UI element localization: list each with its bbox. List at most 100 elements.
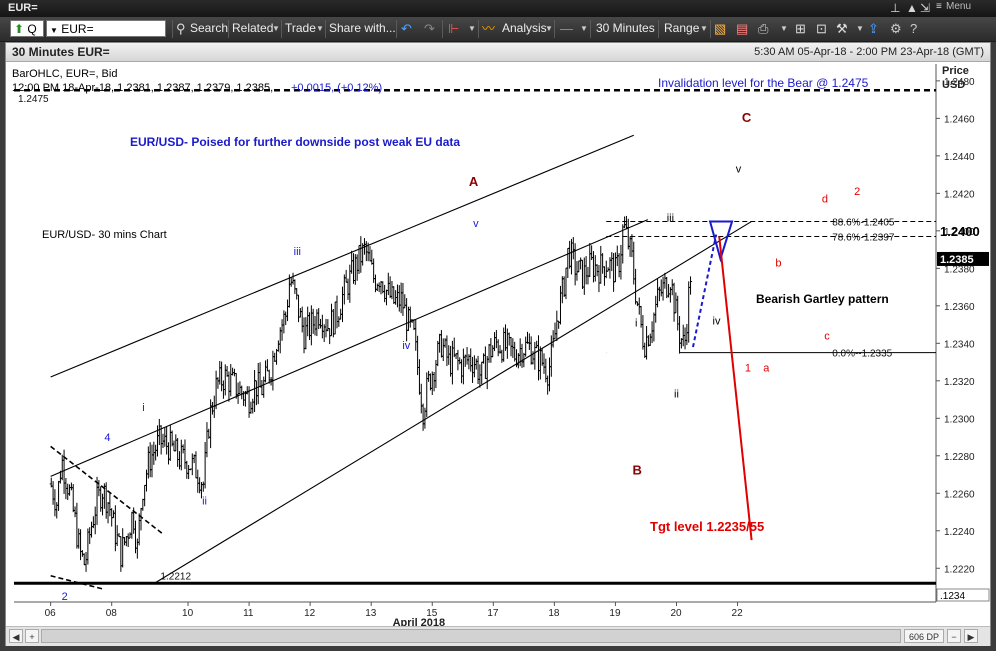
- chart-header-title: 30 Minutes EUR=: [12, 45, 110, 59]
- undo-icon[interactable]: ↶: [401, 21, 412, 36]
- maximize-icon[interactable]: ▲: [906, 1, 918, 15]
- interval-select[interactable]: 30 Minutes: [596, 21, 655, 35]
- zoom-out-icon[interactable]: −: [947, 629, 961, 643]
- popout-icon[interactable]: ⇲: [920, 1, 931, 15]
- wave-label: ii: [674, 389, 679, 401]
- wave-label: ii: [202, 496, 207, 508]
- chart-header: 30 Minutes EUR= 5:30 AM 05-Apr-18 - 2:00…: [6, 43, 990, 62]
- series-change: +0.0015, (+0.12%): [291, 82, 382, 94]
- time-scrollbar[interactable]: [41, 629, 901, 643]
- related-button[interactable]: Related: [232, 21, 274, 35]
- level-label: 78.6%-1.2397: [832, 232, 895, 243]
- menu-button[interactable]: Menu: [946, 1, 972, 12]
- toolbar: ⬆ Q ▼ EUR= ⚲ Search Related ▼ Trade ▼ Sh…: [0, 17, 996, 42]
- x-tick-label: 08: [106, 608, 118, 619]
- settings-icon[interactable]: ⚙: [890, 21, 902, 36]
- wave-label: d: [822, 194, 828, 206]
- divider: [710, 20, 711, 38]
- divider: [281, 20, 282, 38]
- corner-label-box: [936, 588, 990, 602]
- invalidation-note: Invalidation level for the Bear @ 1.2475: [658, 76, 869, 90]
- corner-price-label: .1234: [940, 591, 965, 602]
- wave-label: i: [635, 317, 637, 329]
- pin-icon[interactable]: ⊥: [890, 1, 901, 15]
- analysis-button[interactable]: Analysis: [502, 21, 547, 35]
- divider: [442, 20, 443, 38]
- price-chart[interactable]: Price USD 1.2220 1.2240 1.2260 1.2280 1.2300 1.…: [6, 62, 990, 626]
- trade-button[interactable]: Trade: [285, 21, 316, 35]
- ric-input-value: EUR=: [61, 22, 94, 36]
- tools-icon[interactable]: ⚒: [836, 21, 848, 36]
- divider: [590, 20, 591, 38]
- redo-icon[interactable]: ↷: [424, 21, 435, 36]
- y-tick-label: 1.2360: [944, 302, 975, 313]
- gartley-triangle: [708, 220, 734, 263]
- range-select[interactable]: Range: [664, 21, 700, 35]
- y-tick-label: 1.2380: [944, 264, 975, 275]
- y-tick-label: 1.2480: [944, 77, 975, 88]
- x-tick-label: 15: [426, 608, 438, 619]
- x-tick-label: 12: [304, 608, 316, 619]
- projection-line: [692, 234, 718, 348]
- x-tick-label: 10: [182, 608, 194, 619]
- chevron-down-icon: ▼: [700, 24, 708, 33]
- x-tick-label: 06: [45, 608, 57, 619]
- bar-chart-type-icon[interactable]: ⊩: [448, 21, 460, 36]
- wave-label: a: [763, 362, 770, 374]
- chevron-down-icon: ▼: [780, 24, 788, 33]
- wave-label: iii: [667, 212, 674, 224]
- chevron-down-icon: ▼: [545, 24, 553, 33]
- share-button[interactable]: Share with...: [329, 21, 396, 35]
- chart-content: Price USD 1.2220 1.2240 1.2260 1.2280 1.2300 1.…: [12, 64, 990, 626]
- add-icon[interactable]: ⊞: [795, 21, 806, 36]
- chevron-down-icon: ▼: [468, 24, 476, 33]
- wave-label: A: [469, 174, 479, 189]
- analysis-icon[interactable]: 〰: [482, 21, 496, 36]
- line-chart-icon[interactable]: ▧: [714, 21, 727, 36]
- ric-prefix-field[interactable]: ⬆ Q: [10, 20, 44, 37]
- y-tick-label: 1.2240: [944, 527, 975, 538]
- level-label: 0.0%--1.2335: [832, 349, 892, 360]
- search-button[interactable]: Search: [190, 21, 229, 35]
- wave-label: v: [736, 164, 742, 176]
- y-tick-label: 1.2460: [944, 114, 975, 125]
- export-icon[interactable]: ⊡: [816, 21, 827, 36]
- scroll-right-icon[interactable]: ▶: [964, 629, 978, 643]
- wave-label: c: [824, 331, 830, 343]
- line-tool-icon[interactable]: —: [560, 21, 573, 36]
- zoom-in-icon[interactable]: +: [25, 629, 39, 643]
- divider: [228, 20, 229, 38]
- search-icon[interactable]: ⚲: [176, 21, 186, 36]
- chevron-down-icon: ▼: [856, 24, 864, 33]
- y-tick-label: 1.2420: [944, 189, 975, 200]
- wave-label: v: [473, 218, 479, 230]
- help-icon[interactable]: ?: [910, 21, 918, 36]
- scroll-left-icon[interactable]: ◀: [9, 629, 23, 643]
- wave-label: B: [633, 463, 642, 478]
- divider: [554, 20, 555, 38]
- y-tick-label: 1.2440: [944, 152, 975, 163]
- target-arrow: [718, 236, 753, 541]
- divider: [172, 20, 173, 38]
- window-title: EUR=: [8, 2, 38, 14]
- chart-date-range: 5:30 AM 05-Apr-18 - 2:00 PM 23-Apr-18 (G…: [754, 46, 984, 58]
- ric-input[interactable]: ▼ EUR=: [46, 20, 166, 37]
- last-price-box: [937, 251, 989, 266]
- up-arrow-icon: ⬆: [14, 22, 25, 36]
- divider: [478, 20, 479, 38]
- highlight-price-label: 1.2400: [940, 224, 980, 239]
- chart-settings-icon[interactable]: ▤: [736, 21, 749, 36]
- chevron-down-icon: ▼: [272, 24, 280, 33]
- x-axis-label: April 2018: [393, 617, 446, 626]
- y-tick-label: 1.2320: [944, 377, 975, 388]
- chevron-down-icon: ▼: [580, 24, 588, 33]
- menu-icon[interactable]: ≡: [936, 1, 942, 12]
- pattern-note: Bearish Gartley pattern: [756, 292, 889, 306]
- print-icon[interactable]: ⎙: [758, 21, 769, 36]
- wave-label: iv: [713, 316, 721, 328]
- share-icon[interactable]: ⇪: [868, 21, 879, 36]
- wave-label: 1: [745, 362, 751, 374]
- series-info-line2: 12:00 PM 18-Apr-18, 1.2381, 1.2387, 1.23…: [12, 82, 273, 94]
- y-tick-label: 1.2260: [944, 489, 975, 500]
- level-label: 1.2212: [160, 571, 191, 582]
